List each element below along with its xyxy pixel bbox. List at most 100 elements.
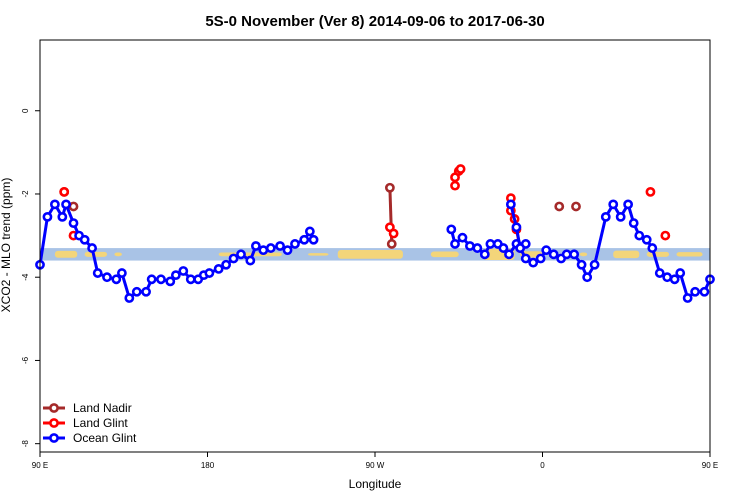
data-point xyxy=(472,243,483,253)
data-point xyxy=(554,201,565,212)
data-point xyxy=(265,243,276,253)
data-point xyxy=(61,199,71,210)
data-point xyxy=(699,286,710,297)
data-point xyxy=(141,286,151,297)
y-axis-label: XCO2 - MLO trend (ppm) xyxy=(0,178,13,313)
data-point xyxy=(450,180,460,191)
data-point xyxy=(228,253,239,264)
legend-marker xyxy=(49,418,59,428)
data-point xyxy=(49,199,60,210)
data-point xyxy=(682,293,693,303)
land-patch xyxy=(430,251,459,258)
data-point xyxy=(131,286,142,297)
data-point xyxy=(204,268,215,278)
data-point xyxy=(102,272,112,283)
data-point xyxy=(641,234,652,245)
land-patch xyxy=(84,251,107,257)
data-point xyxy=(304,226,315,237)
data-point xyxy=(457,232,468,243)
data-point xyxy=(178,266,189,276)
land-ocean-band xyxy=(40,248,710,261)
data-point xyxy=(92,268,103,278)
data-point xyxy=(535,253,546,264)
data-point xyxy=(59,186,70,197)
x-axis-label: Longitude xyxy=(349,477,402,491)
data-point xyxy=(528,257,539,268)
data-point xyxy=(446,224,457,235)
data-point xyxy=(608,199,619,210)
data-point xyxy=(450,239,460,249)
data-point xyxy=(236,249,246,260)
series-ocean-glint xyxy=(35,199,715,303)
data-point xyxy=(299,234,310,245)
data-point xyxy=(42,211,53,222)
data-point xyxy=(485,239,496,249)
x-tick-label: 90 W xyxy=(366,461,385,470)
data-point xyxy=(68,201,79,212)
data-point xyxy=(308,234,319,245)
data-point xyxy=(479,249,490,260)
data-point xyxy=(589,259,600,270)
data-point xyxy=(116,268,127,278)
data-point xyxy=(245,255,256,266)
data-point xyxy=(515,243,526,253)
legend-label: Land Nadir xyxy=(73,401,132,415)
data-point xyxy=(548,249,559,260)
legend-marker xyxy=(49,403,59,413)
series-layer xyxy=(35,164,715,303)
data-point xyxy=(57,211,68,222)
land-patch xyxy=(337,249,403,259)
data-point xyxy=(258,245,269,256)
legend-marker xyxy=(49,433,59,443)
data-point xyxy=(634,230,645,241)
land-patch xyxy=(114,252,122,257)
data-point xyxy=(541,245,552,256)
data-point xyxy=(221,259,232,270)
y-tick-label: -4 xyxy=(21,273,30,281)
data-point xyxy=(654,268,665,278)
data-point xyxy=(386,239,397,249)
y-tick-label: 0 xyxy=(21,108,30,113)
data-point xyxy=(675,268,686,278)
data-point xyxy=(561,249,572,260)
plot-frame xyxy=(39,39,711,453)
land-patch xyxy=(308,253,329,256)
y-tick-label: -6 xyxy=(21,356,30,364)
legend-label: Ocean Glint xyxy=(73,431,137,445)
data-point xyxy=(576,259,587,270)
data-point xyxy=(146,274,157,285)
data-point xyxy=(455,164,466,174)
data-point xyxy=(250,241,261,251)
y-tick-label: -8 xyxy=(21,440,30,448)
data-point xyxy=(505,199,516,210)
data-point xyxy=(660,230,671,241)
data-point xyxy=(282,245,293,256)
data-point xyxy=(68,218,79,229)
data-point xyxy=(623,199,634,210)
data-point xyxy=(645,186,656,197)
data-point xyxy=(582,272,593,283)
x-tick-label: 90 E xyxy=(702,461,718,470)
data-point xyxy=(690,286,701,297)
land-patch xyxy=(676,252,703,257)
y-tick-label: -2 xyxy=(21,190,30,198)
data-point xyxy=(275,241,285,251)
data-point xyxy=(165,276,176,287)
land-patch xyxy=(613,250,640,259)
land-patch xyxy=(218,252,282,257)
data-point xyxy=(615,211,626,222)
land-patch xyxy=(646,251,670,257)
data-point xyxy=(213,263,224,274)
data-point xyxy=(647,243,658,253)
data-point xyxy=(520,253,531,264)
x-tick-label: 180 xyxy=(201,461,215,470)
x-tick-label: 90 E xyxy=(32,461,48,470)
land-patch xyxy=(579,252,588,257)
data-point xyxy=(498,243,509,253)
data-point xyxy=(87,243,98,253)
data-point xyxy=(384,182,395,193)
series-land-nadir xyxy=(59,182,581,249)
data-point xyxy=(465,241,475,251)
data-point xyxy=(504,249,514,260)
